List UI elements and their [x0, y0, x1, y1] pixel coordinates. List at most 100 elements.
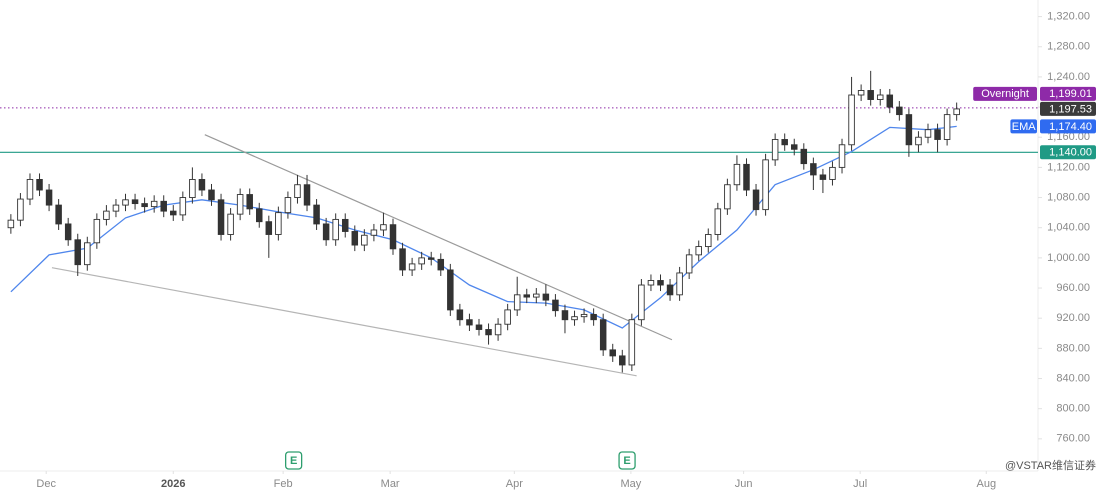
candle-body — [571, 316, 578, 321]
price-badge — [1040, 86, 1096, 101]
candle-body — [714, 208, 722, 235]
candle-body — [45, 189, 53, 206]
x-tick-label: 2026 — [161, 478, 185, 490]
candle-body — [150, 200, 158, 208]
candle-body — [380, 224, 387, 231]
y-tick-label: 1,080.00 — [1047, 191, 1090, 203]
candle-body — [17, 198, 24, 221]
candle-body — [131, 199, 139, 205]
y-tick-label: 960.00 — [1056, 282, 1090, 294]
y-tick-label: 840.00 — [1056, 372, 1090, 384]
candle-body — [370, 229, 378, 236]
candle-body — [418, 257, 425, 265]
price-badge — [1040, 119, 1096, 134]
candle-body — [580, 313, 588, 318]
candle-body — [303, 184, 311, 206]
badge-name — [973, 86, 1037, 101]
candle-body — [284, 197, 292, 214]
candle-body — [838, 144, 846, 168]
candle-body — [332, 218, 339, 241]
candle-body — [705, 234, 712, 248]
y-tick-label: 1,000.00 — [1047, 252, 1090, 264]
candle-body — [810, 163, 817, 176]
candle-body — [829, 166, 836, 180]
candle-body — [666, 284, 674, 296]
event-label: E — [290, 455, 297, 467]
x-tick-label: May — [620, 478, 641, 490]
candle-body — [915, 136, 922, 146]
x-tick-label: Aug — [976, 478, 996, 490]
candle-body — [475, 324, 483, 330]
candle-body — [724, 184, 731, 210]
x-tick-label: Feb — [274, 478, 293, 490]
candle-body — [494, 323, 502, 336]
candle-body — [867, 90, 874, 100]
x-tick-label: Jul — [853, 478, 867, 490]
candle-body — [141, 203, 148, 208]
badge-name — [1010, 119, 1037, 134]
candle-body — [93, 218, 101, 244]
event-icon — [618, 451, 636, 470]
candle-body — [399, 248, 406, 271]
badge-name-label: Overnight — [981, 88, 1029, 100]
price-badge-label: 1,174.40 — [1049, 121, 1092, 133]
candle-body — [619, 355, 626, 366]
candle-body — [55, 204, 62, 225]
candle-body — [685, 254, 693, 274]
candle-body — [781, 139, 788, 146]
trendline — [51, 267, 637, 377]
y-tick-label: 880.00 — [1056, 342, 1090, 354]
x-tick-label: Jun — [735, 478, 753, 490]
candle-body — [905, 114, 913, 146]
y-tick-label: 920.00 — [1056, 312, 1090, 324]
candle-body — [389, 224, 397, 250]
candle-body — [733, 163, 741, 186]
candle-body — [513, 294, 521, 311]
candle-body — [427, 257, 435, 260]
candle-body — [466, 319, 473, 326]
candle-body — [676, 272, 683, 296]
candle-body — [351, 231, 359, 246]
candle-body — [609, 349, 616, 357]
y-tick-label: 1,320.00 — [1047, 10, 1090, 22]
y-tick-label: 1,160.00 — [1047, 131, 1090, 143]
candle-body — [36, 179, 43, 191]
x-tick-label: Apr — [506, 478, 523, 490]
y-tick-label: 1,280.00 — [1047, 41, 1090, 53]
candle-body — [943, 114, 951, 140]
x-tick-label: Dec — [36, 478, 56, 490]
candle-body — [638, 284, 645, 321]
candle-body — [341, 218, 349, 232]
candle-body — [561, 310, 569, 321]
candle-body — [743, 163, 750, 191]
candle-body — [924, 129, 932, 138]
candle-body — [189, 179, 196, 199]
candle-body — [160, 200, 167, 212]
candle-body — [170, 210, 177, 216]
candle-body — [504, 309, 511, 325]
badge-name-label: EMA — [1012, 121, 1037, 133]
candle-body — [322, 223, 330, 241]
candle-body — [265, 221, 273, 235]
candle-body — [590, 313, 597, 321]
candle-body — [198, 179, 206, 191]
candle-body — [647, 280, 655, 286]
candle-body — [179, 197, 187, 216]
candle-body — [800, 148, 808, 165]
candle-body — [437, 258, 445, 271]
candle-body — [791, 144, 798, 150]
candle-body — [227, 213, 234, 235]
price-badge-label: 1,140.00 — [1049, 147, 1092, 159]
watermark: @VSTAR维信证券 — [1005, 458, 1096, 472]
candle-body — [7, 219, 15, 229]
candle-body — [294, 184, 301, 199]
candle-body — [934, 129, 941, 140]
candle-body — [74, 239, 81, 266]
candle-body — [236, 194, 244, 215]
candle-body — [771, 139, 779, 161]
price-badge-label: 1,197.53 — [1049, 103, 1092, 115]
candle-body — [752, 189, 760, 211]
candle-body — [208, 189, 215, 201]
candle-body — [275, 212, 282, 235]
